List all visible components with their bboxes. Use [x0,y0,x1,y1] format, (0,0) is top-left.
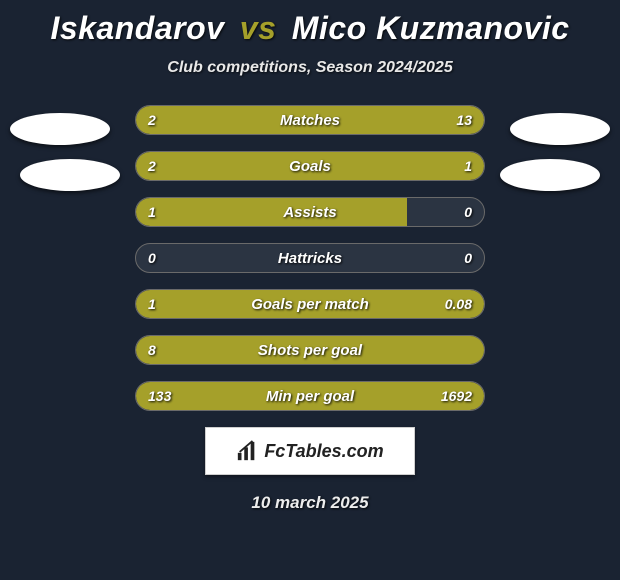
stat-fill-left [136,382,160,410]
stat-row: 8Shots per goal [135,335,485,365]
stat-bars: 213Matches21Goals10Assists00Hattricks10.… [135,105,485,411]
player1-flag-placeholder [20,159,120,191]
player2-logo-placeholder [510,113,610,145]
stat-fill-left [136,198,407,226]
stat-fill-left [136,290,460,318]
stat-row: 21Goals [135,151,485,181]
comparison-card: Iskandarov vs Mico Kuzmanovic Club compe… [0,0,620,580]
stat-row: 0 0Hattricks [135,243,485,273]
stat-row: 10Assists [135,197,485,227]
stats-area: 213Matches21Goals10Assists00Hattricks10.… [0,105,620,411]
stat-row: 213Matches [135,105,485,135]
stat-fill-left [136,152,369,180]
title-vs: vs [240,10,277,46]
stat-row: 1331692Min per goal [135,381,485,411]
chart-icon [236,440,258,462]
stat-row: 10.08Goals per match [135,289,485,319]
title-player1: Iskandarov [50,10,224,46]
stat-value-right: 0 [464,244,472,272]
stat-label: Hattricks [136,244,484,272]
date: 10 march 2025 [0,493,620,513]
stat-fill-left [136,336,484,364]
title-player2: Mico Kuzmanovic [292,10,570,46]
stat-value-left: 0 [148,244,156,272]
stat-value-right: 0 [464,198,472,226]
player2-flag-placeholder [500,159,600,191]
subtitle: Club competitions, Season 2024/2025 [0,59,620,77]
stat-fill-right [369,152,484,180]
stat-fill-right [460,290,484,318]
stat-fill-right [160,382,484,410]
stat-fill-right [181,106,484,134]
stat-fill-left [136,106,181,134]
watermark: FcTables.com [205,427,415,475]
player1-logo-placeholder [10,113,110,145]
watermark-text: FcTables.com [264,441,383,462]
title: Iskandarov vs Mico Kuzmanovic [0,10,620,47]
